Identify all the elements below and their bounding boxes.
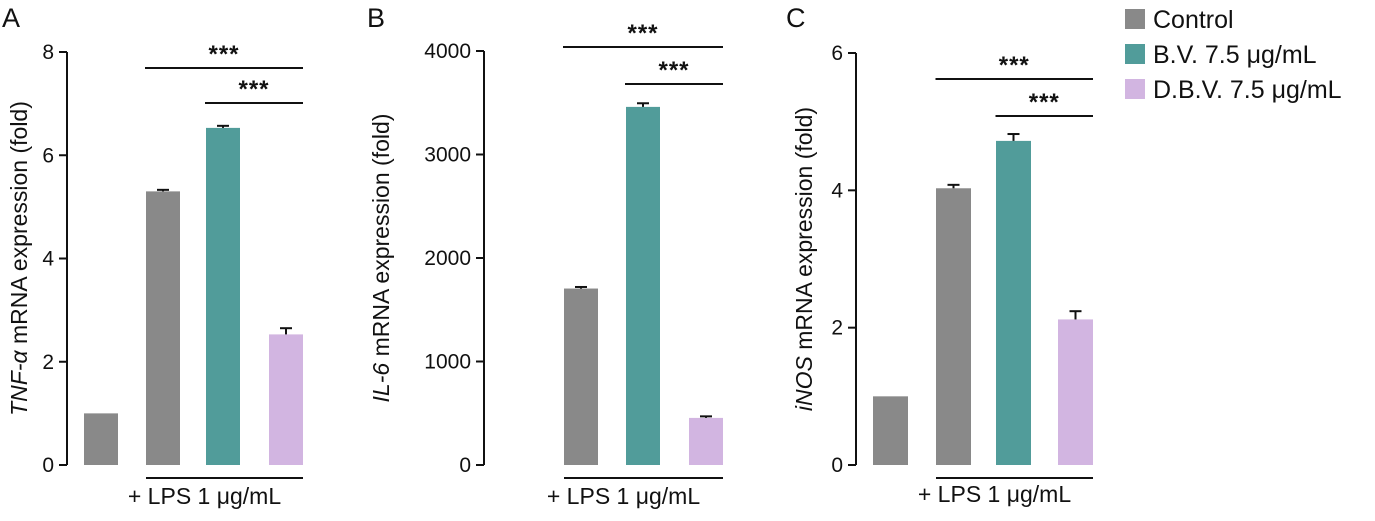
y-tick-label: 8 — [42, 41, 54, 64]
panel-letter: A — [2, 3, 20, 33]
bar-2 — [564, 288, 598, 465]
bar-1 — [873, 396, 908, 465]
bar-2 — [146, 191, 180, 465]
bar-3 — [626, 106, 660, 465]
y-tick-label: 6 — [831, 42, 843, 65]
chart-panel-a: A 0 2 4 6 8 TNF-α mRNA expression (fold) *** ***… — [2, 3, 303, 509]
legend: Control B.V. 7.5 μg/mL D.B.V. 7.5 μg/mL — [1125, 6, 1342, 104]
significance-label: *** — [1029, 89, 1060, 116]
significance-label: *** — [627, 20, 658, 47]
bar-4 — [1058, 319, 1093, 465]
y-tick-label: 6 — [42, 144, 54, 167]
panel-letter: C — [786, 3, 806, 33]
bar-3 — [996, 140, 1031, 466]
y-tick-label: 2 — [42, 351, 54, 374]
y-axis-label: TNF-α mRNA expression (fold) — [6, 101, 32, 416]
significance-label: *** — [999, 52, 1030, 79]
legend-swatch-dbv — [1125, 79, 1145, 99]
y-tick-label: 2000 — [424, 247, 471, 270]
y-tick-label: 4 — [42, 248, 54, 271]
significance-label: *** — [238, 76, 269, 103]
y-tick-label: 0 — [831, 454, 843, 477]
legend-label-dbv: D.B.V. 7.5 μg/mL — [1153, 76, 1342, 104]
y-axis-label: iNOS mRNA expression (fold) — [791, 107, 817, 411]
chart-panel-b: B 0 1000 2000 3000 4000 IL-6 mRNA expression (… — [367, 3, 723, 509]
y-tick-label: 0 — [42, 454, 54, 477]
x-axis-label: + LPS 1 μg/mL — [918, 481, 1071, 507]
y-tick-label: 4 — [831, 179, 843, 202]
y-axis-label: IL-6 mRNA expression (fold) — [368, 114, 394, 403]
y-tick-label: 2 — [831, 317, 843, 340]
x-axis-label: + LPS 1 μg/mL — [128, 483, 281, 509]
panel-letter: B — [367, 3, 385, 33]
y-tick-label: 3000 — [424, 144, 471, 167]
bar-4 — [689, 417, 723, 465]
legend-swatch-control — [1125, 9, 1145, 29]
bar-4 — [269, 334, 303, 465]
bar-1 — [84, 413, 118, 465]
legend-label-control: Control — [1153, 6, 1234, 34]
y-tick-label: 1000 — [424, 351, 471, 374]
legend-label-bv: B.V. 7.5 μg/mL — [1153, 41, 1317, 69]
x-axis-label: + LPS 1 μg/mL — [547, 483, 700, 509]
legend-swatch-bv — [1125, 44, 1145, 64]
significance-label: *** — [658, 57, 689, 84]
y-tick-label: 4000 — [424, 40, 471, 63]
y-tick-label: 0 — [459, 454, 471, 477]
chart-panel-c: C 0 2 4 6 iNOS mRNA expression (fold) *** *** + … — [786, 3, 1093, 507]
bar-2 — [936, 188, 971, 466]
bar-3 — [206, 127, 240, 466]
significance-label: *** — [208, 41, 239, 68]
